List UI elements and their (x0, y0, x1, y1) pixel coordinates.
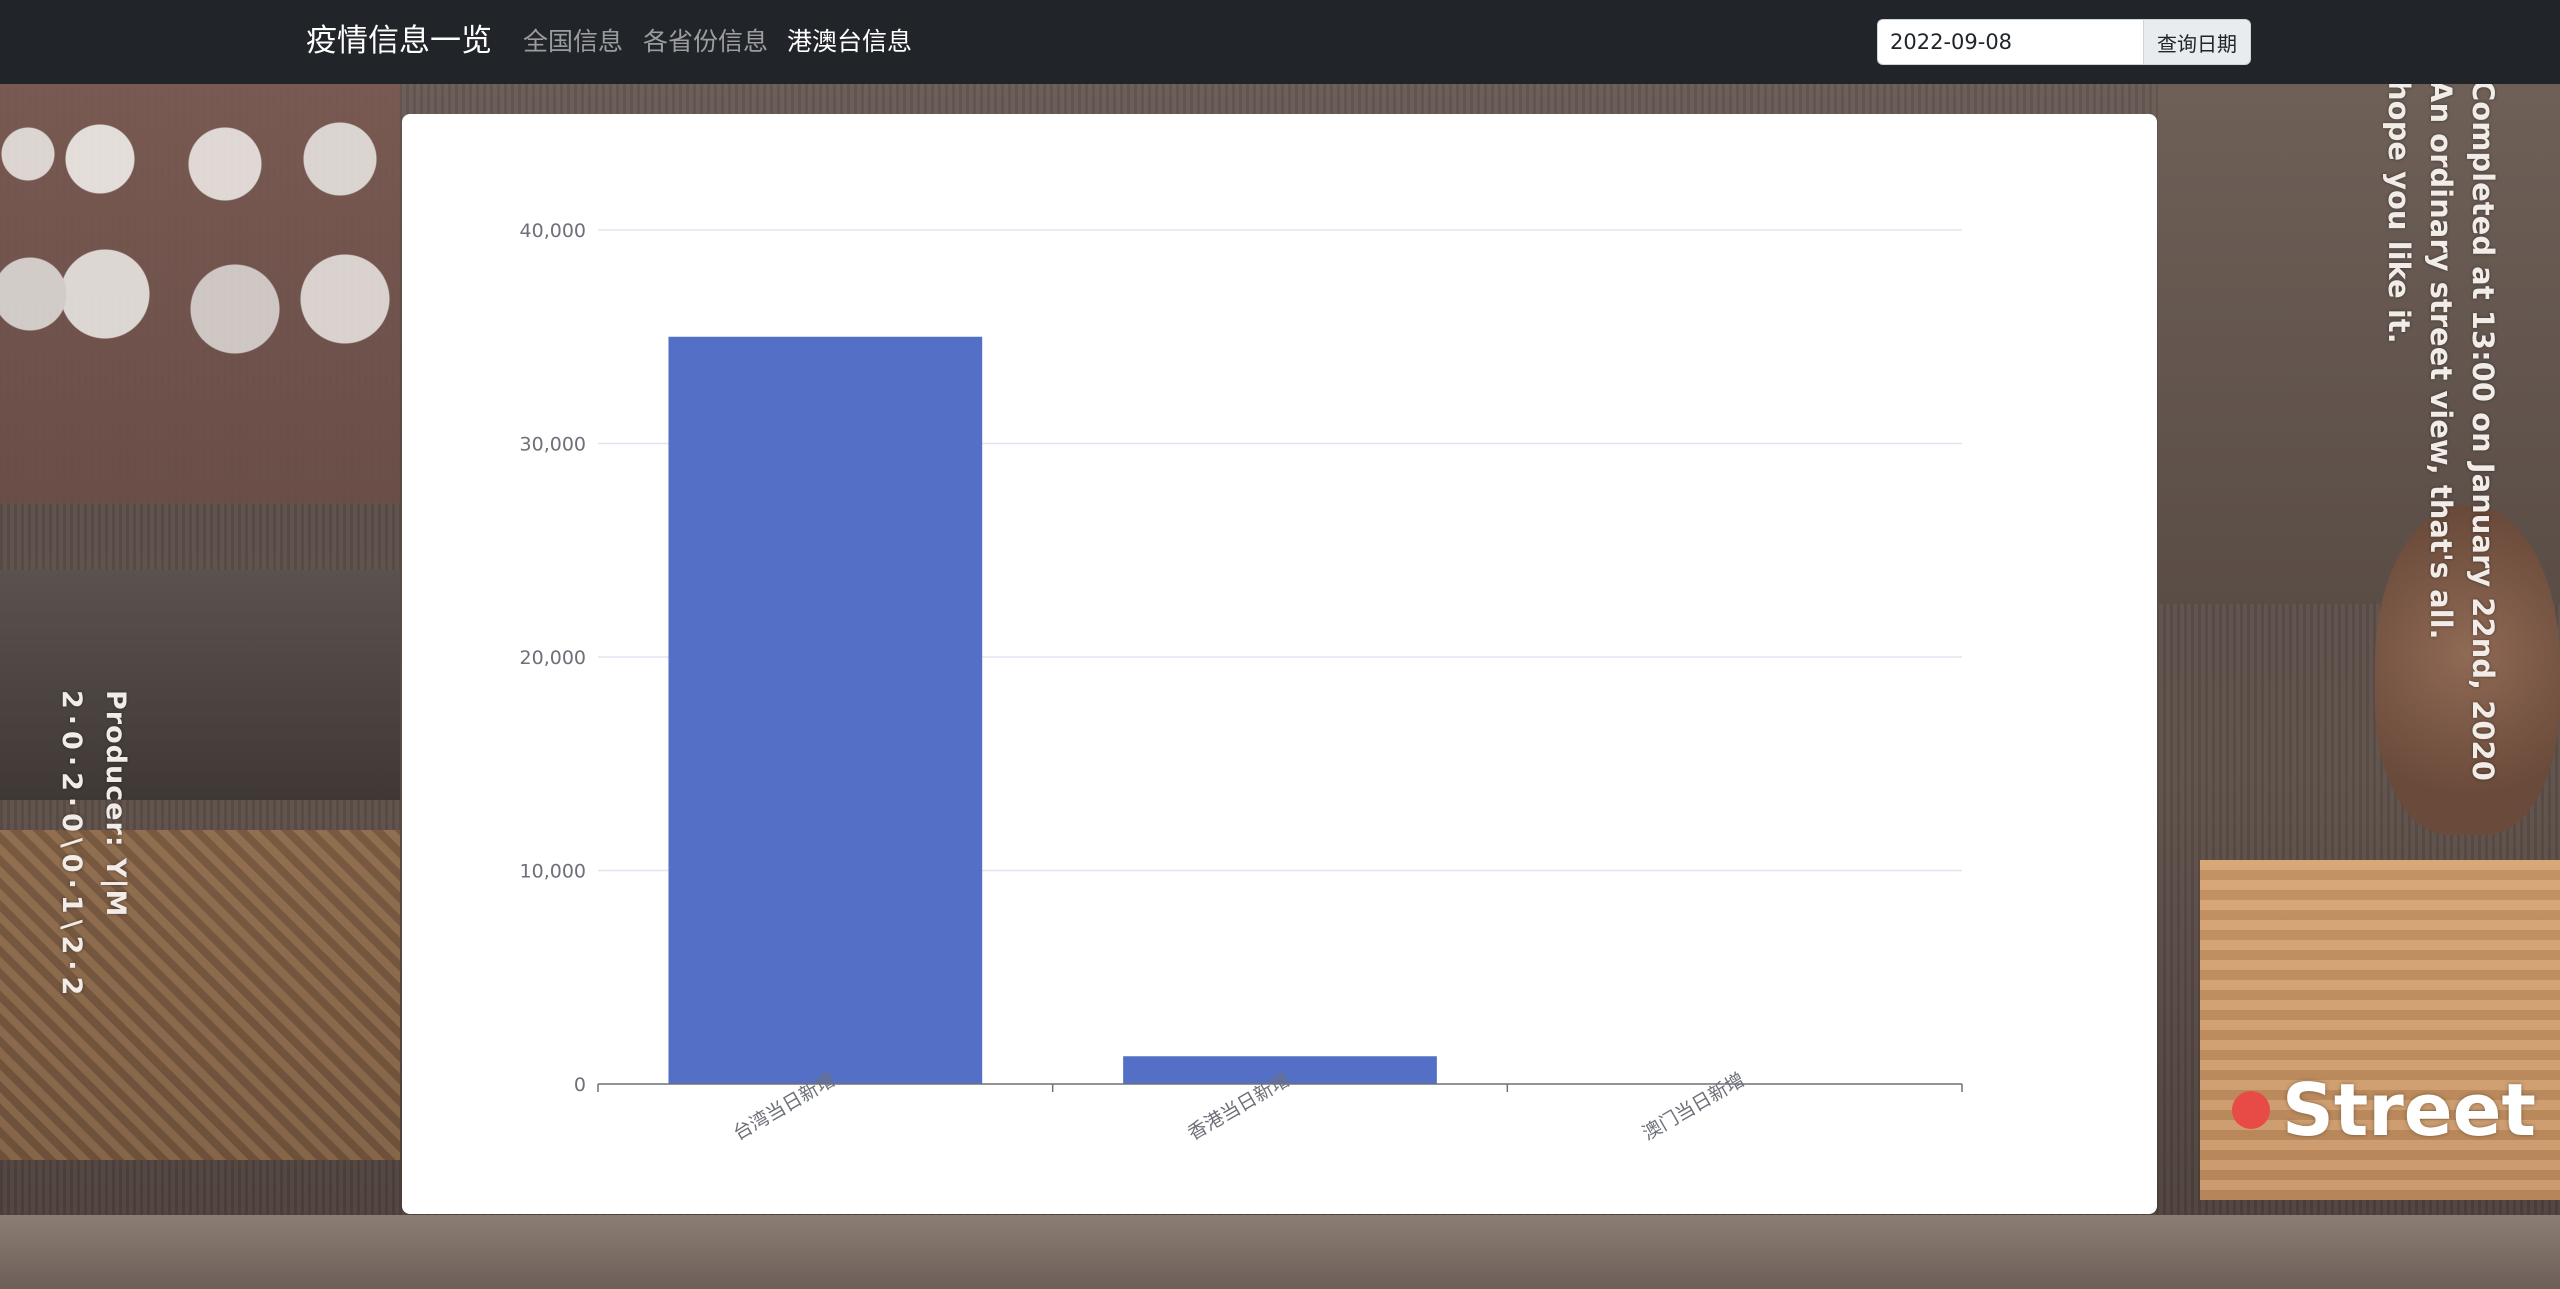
bars (668, 336, 1437, 1084)
x-axis (597, 1083, 1963, 1092)
bar-0[interactable] (668, 336, 983, 1084)
background-mask-wall (0, 84, 400, 504)
background-teddy-bear (2375, 505, 2560, 835)
background-caption-line-3: hope you like it. (2382, 80, 2416, 344)
y-tick-label: 30,000 (520, 434, 586, 456)
background-shelf-left (0, 570, 400, 800)
y-tick-label: 40,000 (520, 220, 586, 242)
background-street-logo: Street (2232, 1065, 2536, 1155)
x-tick-label: 澳门当日新增 (1639, 1069, 1749, 1145)
navbar: 疫情信息一览 全国信息 各省份信息 港澳台信息 查询日期 (0, 0, 2560, 84)
nav-link-national[interactable]: 全国信息 (523, 27, 624, 56)
chart-card: 0 10,000 20,000 30,000 40,000 台湾当日新增 香港当日新增 澳门… (402, 114, 2157, 1214)
background-floor (0, 1215, 2560, 1289)
background-caption-line-2: An ordinary street view, that's all. (2424, 80, 2458, 640)
y-axis-ticks: 0 10,000 20,000 30,000 40,000 (520, 220, 586, 1096)
y-tick-label: 10,000 (520, 861, 586, 883)
background-crate (2200, 860, 2560, 1200)
street-label: Street (2282, 1068, 2536, 1152)
date-input[interactable] (1877, 19, 2143, 65)
nav-link-hk-macau-taiwan[interactable]: 港澳台信息 (787, 27, 913, 56)
query-date-button[interactable]: 查询日期 (2143, 19, 2251, 65)
red-dot-icon (2232, 1091, 2270, 1129)
navbar-brand[interactable]: 疫情信息一览 (306, 23, 492, 59)
nav-link-provinces[interactable]: 各省份信息 (643, 27, 769, 56)
background-basket (0, 830, 400, 1160)
bar-1[interactable] (1123, 1056, 1437, 1084)
background-producer-date: 2·0·2·0\0·1\2·2 (56, 690, 87, 1002)
y-tick-label: 20,000 (520, 647, 586, 669)
background-producer-text: Producer: Y|M (100, 690, 131, 918)
background-caption-line-1: Completed at 13:00 on January 22nd, 2020 (2466, 80, 2500, 781)
y-tick-label: 0 (574, 1074, 586, 1096)
